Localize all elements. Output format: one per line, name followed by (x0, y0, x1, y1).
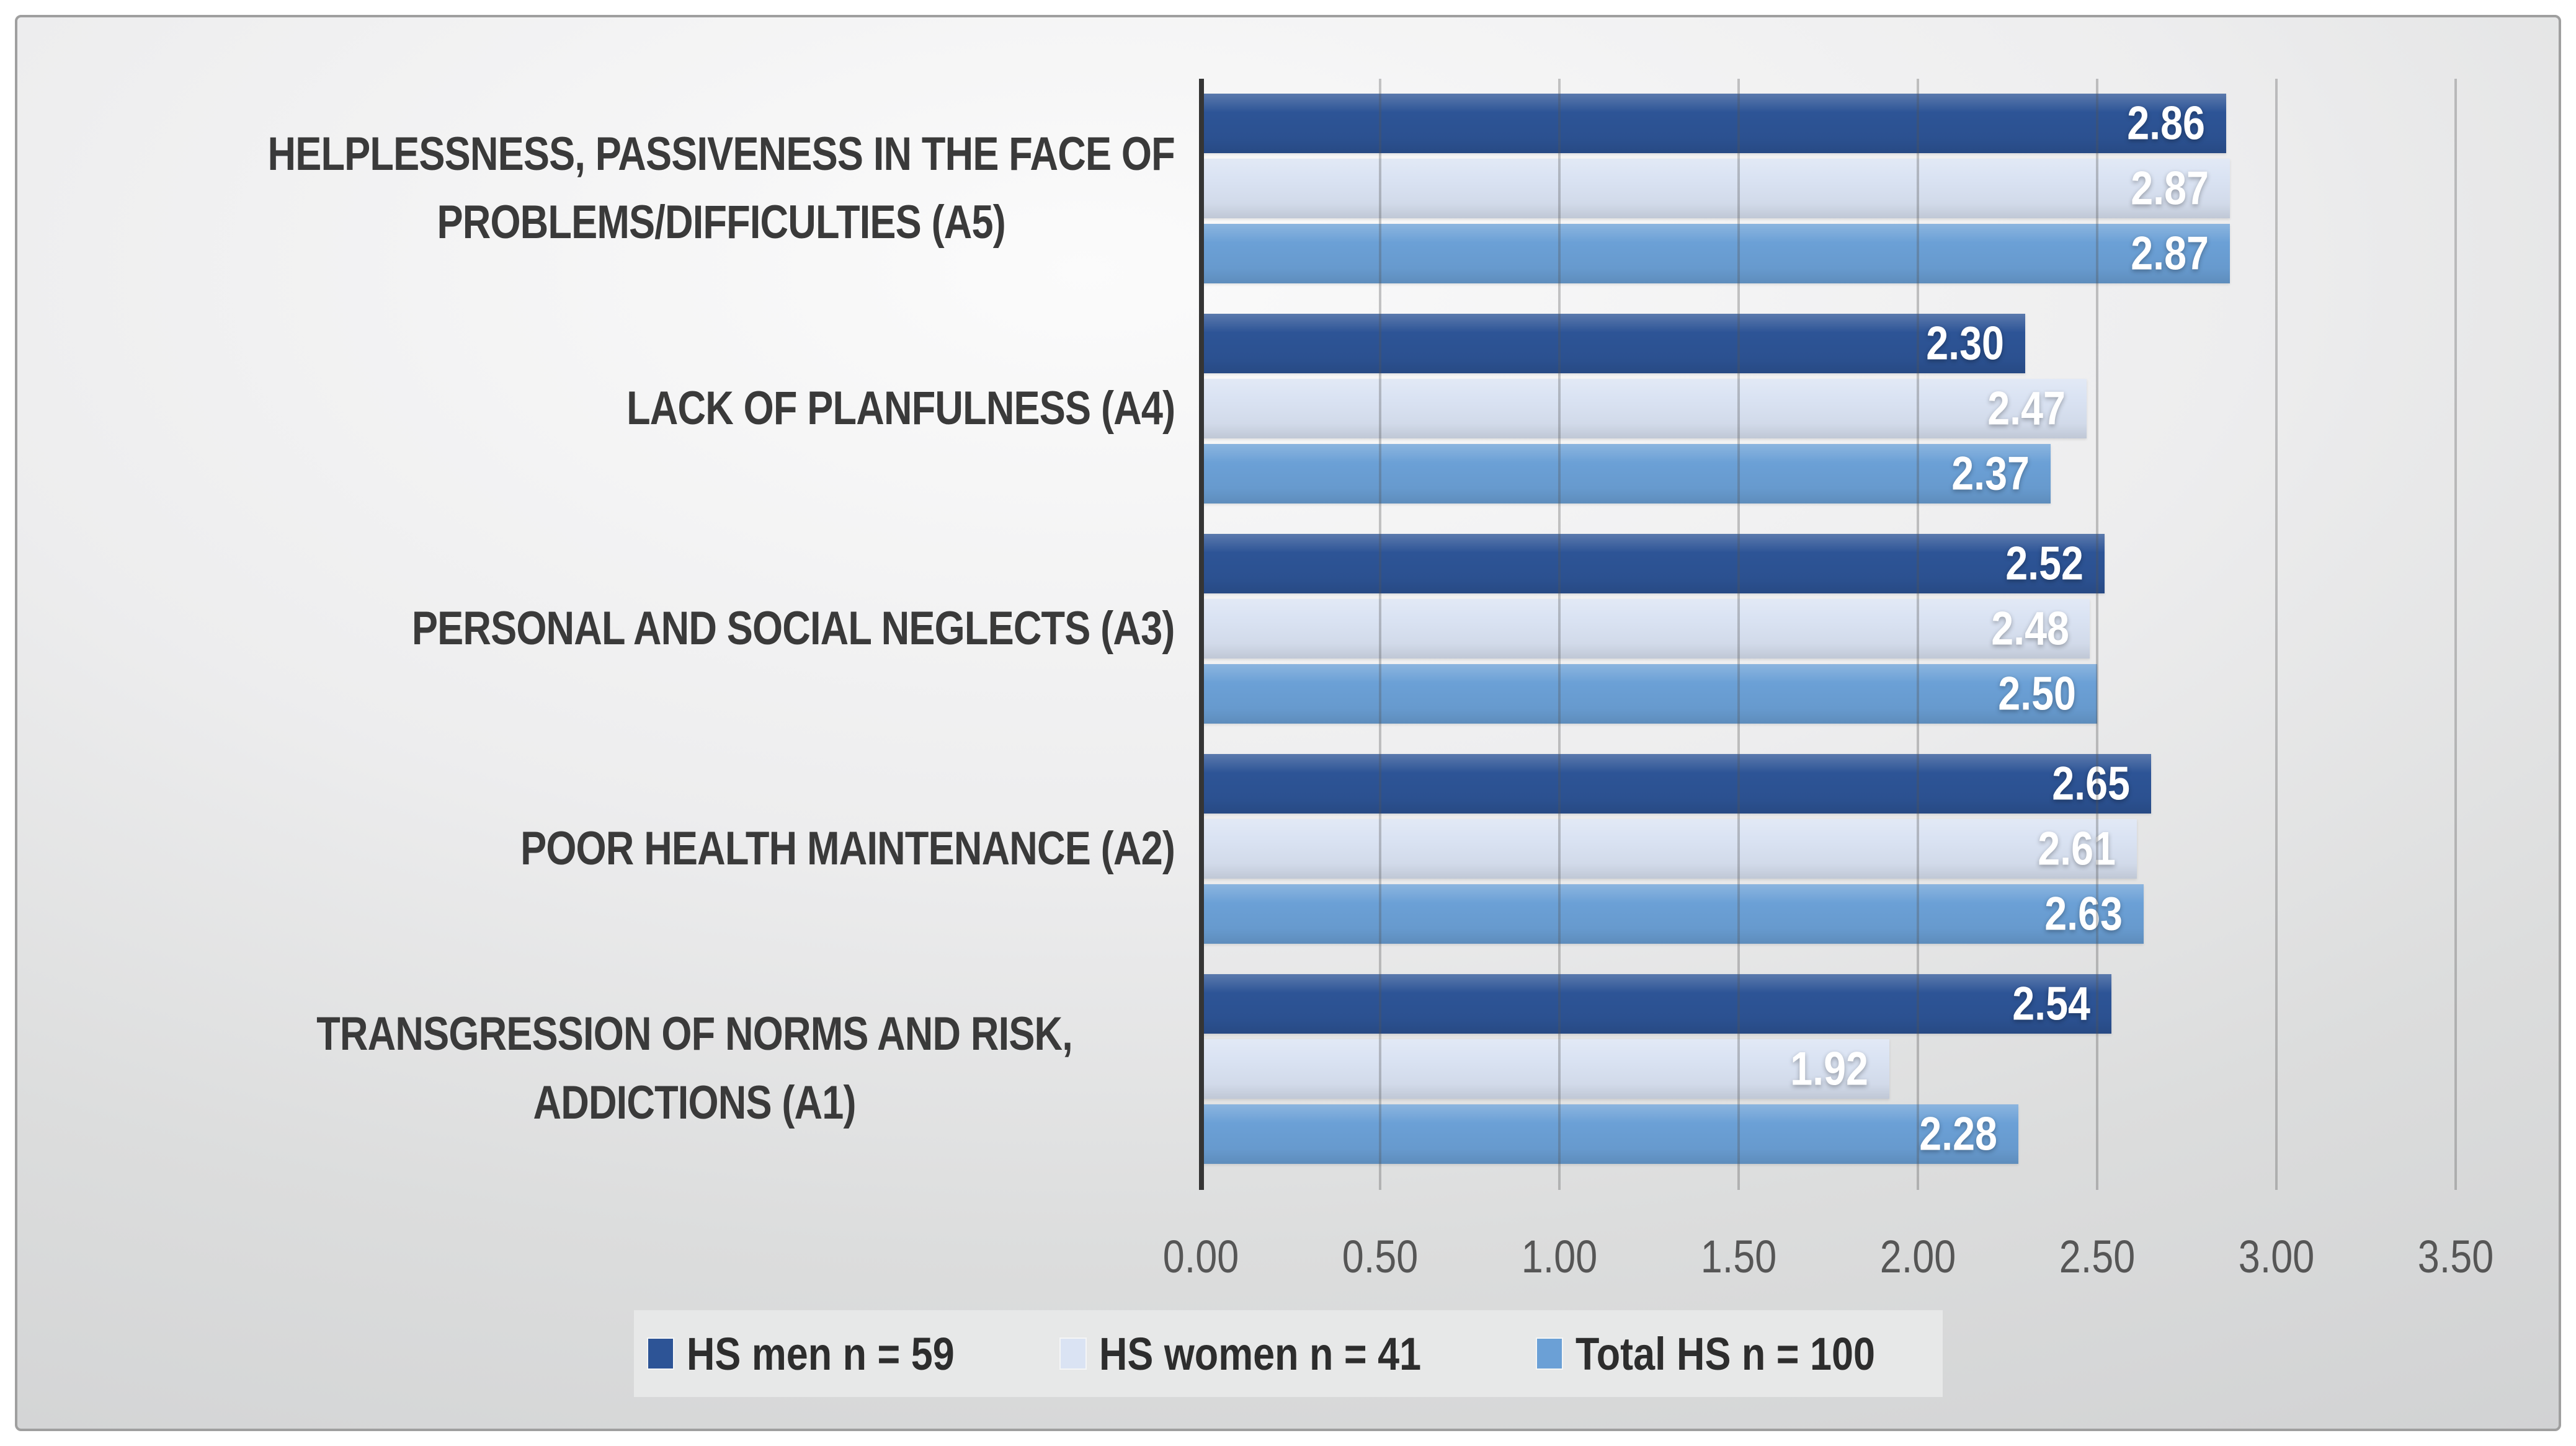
legend-label: HS women n = 41 (1099, 1328, 1422, 1380)
bar-value-label: 2.30 (1926, 317, 2005, 370)
bar-series-1: 2.52 (1201, 533, 2105, 593)
legend-item: HS men n = 59 (648, 1328, 1002, 1380)
bars-container: 2.86 2.87 2.87 2.30 2.47 2.37 2.52 2.48 2.50 2.65… (1201, 79, 2534, 1179)
bar-series-3: 2.50 (1201, 663, 2097, 724)
legend-item: HS women n = 41 (1061, 1328, 1478, 1380)
category-cell: TRANSGRESSION OF NORMS AND RISK, ADDICTI… (17, 974, 1201, 1164)
bar-series-2: 2.87 (1201, 159, 2230, 219)
bar-value-label: 2.65 (2051, 757, 2130, 810)
gridline (1558, 79, 1561, 1190)
legend: HS men n = 59 HS women n = 41 Total HS n =… (633, 1310, 1943, 1397)
legend-item: Total HS n = 100 (1536, 1328, 1928, 1380)
legend-swatch-icon (648, 1339, 674, 1368)
category-cell: HELPLESSNESS, PASSIVENESS IN THE FACE OF… (17, 94, 1201, 283)
category-label: POOR HEALTH MAINTENANCE (A2) (520, 822, 1175, 875)
x-axis-tick-label: 2.00 (1879, 1231, 1956, 1282)
bar-series-3: 2.37 (1201, 444, 2051, 504)
bar-value-label: 2.63 (2044, 887, 2123, 941)
bar-series-2: 2.48 (1201, 598, 2090, 659)
bar-group: 2.86 2.87 2.87 (1201, 94, 2534, 284)
x-axis-tick-label: 0.50 (1342, 1231, 1419, 1282)
bar-value-label: 2.86 (2127, 97, 2206, 150)
legend-swatch-icon (1536, 1339, 1562, 1368)
bar-series-2: 1.92 (1201, 1039, 1889, 1099)
gridline (2275, 79, 2278, 1190)
gridline (1917, 79, 1919, 1190)
category-label: HELPLESSNESS, PASSIVENESS IN THE FACE OF… (267, 128, 1175, 249)
bar-value-label: 2.54 (2012, 977, 2091, 1031)
bar-value-label: 2.61 (2037, 822, 2116, 876)
category-cell: PERSONAL AND SOCIAL NEGLECTS (A3) (17, 534, 1201, 724)
gridline (2096, 79, 2098, 1190)
bar-value-label: 2.87 (2131, 227, 2209, 280)
bar-series-3: 2.28 (1201, 1104, 2018, 1164)
gridline (2454, 79, 2457, 1190)
bar-series-3: 2.87 (1201, 224, 2230, 284)
x-axis-tick-label: 2.50 (2059, 1231, 2136, 1282)
bar-series-1: 2.54 (1201, 974, 2112, 1034)
legend-swatch-icon (1061, 1339, 1086, 1368)
category-cell: LACK OF PLANFULNESS (A4) (17, 314, 1201, 503)
legend-label: Total HS n = 100 (1575, 1328, 1875, 1380)
bar-group: 2.30 2.47 2.37 (1201, 314, 2534, 504)
legend-label: HS men n = 59 (687, 1328, 955, 1380)
bar-group: 2.52 2.48 2.50 (1201, 533, 2534, 724)
chart-frame: HELPLESSNESS, PASSIVENESS IN THE FACE OF… (15, 15, 2561, 1431)
bar-group: 2.54 1.92 2.28 (1201, 974, 2534, 1164)
bar-series-3: 2.63 (1201, 884, 2144, 944)
bar-group: 2.65 2.61 2.63 (1201, 753, 2534, 944)
x-axis-tick-label: 0.00 (1162, 1231, 1239, 1282)
bar-value-label: 2.52 (2005, 537, 2084, 590)
bar-value-label: 2.87 (2131, 162, 2209, 215)
bar-series-1: 2.86 (1201, 94, 2227, 154)
category-label: PERSONAL AND SOCIAL NEGLECTS (A3) (412, 601, 1175, 655)
bar-value-label: 1.92 (1790, 1042, 1868, 1096)
gridline (1737, 79, 1740, 1190)
x-axis-tick-label: 3.00 (2238, 1231, 2315, 1282)
bar-series-2: 2.61 (1201, 818, 2137, 879)
category-axis: HELPLESSNESS, PASSIVENESS IN THE FACE OF… (17, 79, 1201, 1179)
bar-series-2: 2.47 (1201, 379, 2087, 439)
x-axis-tick-labels: 0.00 0.50 1.00 1.50 2.00 2.50 3.00 3.50 (1163, 1229, 2534, 1285)
x-axis-tick-label: 3.50 (2417, 1231, 2494, 1282)
bar-value-label: 2.37 (1951, 447, 2030, 500)
bar-value-label: 2.28 (1919, 1107, 1997, 1161)
category-cell: POOR HEALTH MAINTENANCE (A2) (17, 754, 1201, 944)
bar-series-1: 2.65 (1201, 753, 2151, 814)
plot-area: 2.86 2.87 2.87 2.30 2.47 2.37 2.52 2.48 2.50 2.65… (1163, 79, 2534, 1282)
bar-value-label: 2.48 (1990, 602, 2069, 655)
bar-value-label: 2.47 (1987, 382, 2066, 435)
category-label: LACK OF PLANFULNESS (A4) (626, 382, 1175, 435)
bar-series-1: 2.30 (1201, 314, 2026, 374)
bar-value-label: 2.50 (1998, 667, 2076, 721)
gridline (1379, 79, 1381, 1190)
x-axis-tick-label: 1.50 (1700, 1231, 1777, 1282)
x-axis-tick-label: 1.00 (1521, 1231, 1598, 1282)
category-axis-line (1199, 79, 1204, 1190)
category-label: TRANSGRESSION OF NORMS AND RISK, ADDICTI… (316, 1008, 1073, 1129)
